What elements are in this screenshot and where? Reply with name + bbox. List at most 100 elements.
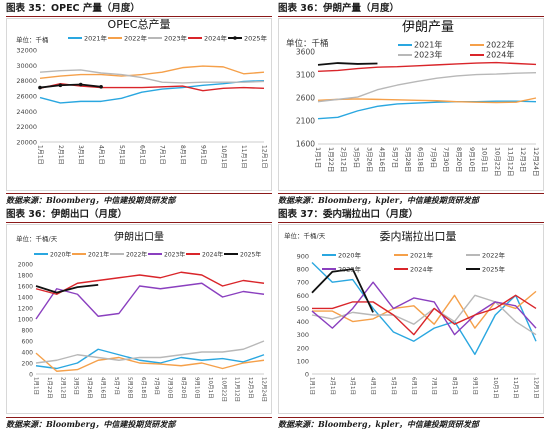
- panel-2-source: 数据来源：Bloomberg，kpler，中信建投期货研发部: [278, 193, 544, 206]
- y-tick-label: 1600: [296, 140, 315, 149]
- series-line: [35, 348, 265, 370]
- x-tick-label: 5月7日: [113, 377, 120, 395]
- series-line: [39, 65, 265, 80]
- y-tick-label: 900: [297, 253, 309, 261]
- y-tick-label: 800: [22, 328, 34, 335]
- legend-entry: 2021年: [414, 40, 442, 50]
- x-tick-label: 4月1日: [370, 377, 377, 395]
- x-tick-label: 3月5日: [73, 377, 80, 395]
- chart-frame: [278, 18, 544, 191]
- x-tick-label: 8月20日: [180, 377, 187, 399]
- x-tick-label: 6月1日: [138, 145, 145, 165]
- x-tick-label: 10月22日: [494, 147, 502, 177]
- x-tick-label: 7月9日: [153, 377, 160, 395]
- y-tick-label: 28000: [16, 77, 37, 85]
- x-tick-label: 9月10日: [468, 147, 476, 172]
- legend-entry: 2020年: [50, 251, 71, 259]
- legend-entry: 2022年: [486, 40, 514, 50]
- legend-entry: 2024年: [204, 34, 228, 43]
- y-tick-label: 1800: [18, 273, 33, 280]
- legend-entry: 2023年: [414, 50, 442, 60]
- y-tick-label: 20000: [16, 139, 37, 147]
- series-line: [317, 97, 537, 104]
- y-tick-label: 0: [305, 371, 309, 379]
- y-tick-label: 800: [297, 266, 309, 274]
- legend-entry: 2024年: [410, 265, 434, 274]
- x-tick-label: 12月1日: [261, 145, 268, 168]
- panel-3-caption: 图表 36：伊朗出口（月度）: [6, 208, 272, 223]
- y-tick-label: 400: [22, 350, 34, 357]
- y-tick-label: 2100: [296, 117, 315, 126]
- y-tick-label: 600: [22, 339, 34, 346]
- x-tick-label: 2月12日: [340, 147, 348, 172]
- x-tick-label: 4月16日: [378, 147, 386, 172]
- y-tick-label: 400: [297, 318, 309, 326]
- x-tick-label: 1月22日: [327, 147, 335, 172]
- y-tick-label: 600: [297, 292, 309, 300]
- y-tick-label: 3100: [296, 71, 315, 80]
- y-tick-label: 100: [297, 357, 309, 365]
- y-tick-label: 700: [297, 279, 309, 287]
- x-tick-label: 1月22日: [46, 377, 53, 399]
- y-tick-label: 0: [29, 372, 33, 379]
- x-tick-label: 8月1日: [179, 145, 186, 165]
- y-tick-label: 2000: [18, 262, 33, 269]
- x-tick-label: 9月1日: [199, 145, 206, 165]
- series-line: [35, 282, 265, 320]
- x-tick-label: 3月5日: [352, 147, 360, 168]
- x-tick-label: 3月26日: [365, 147, 373, 172]
- unit-label: 单位：千桶/天: [16, 234, 58, 243]
- x-tick-label: 1月1日: [33, 377, 40, 395]
- y-tick-label: 24000: [16, 108, 37, 116]
- x-tick-label: 3月1日: [77, 145, 84, 165]
- y-tick-label: 32000: [16, 47, 37, 55]
- legend-entry: 2025年: [482, 265, 506, 274]
- series-line: [312, 294, 537, 336]
- legend-entry: 2021年: [84, 34, 108, 43]
- y-tick-label: 1000: [18, 317, 33, 324]
- series-line: [311, 281, 537, 336]
- chart-title: OPEC总产量: [108, 18, 171, 31]
- y-tick-label: 300: [297, 331, 309, 339]
- x-tick-label: 5月28日: [404, 147, 412, 172]
- series-line: [39, 83, 102, 89]
- x-tick-label: 10月1日: [492, 377, 499, 399]
- x-tick-label: 7月1日: [431, 377, 438, 395]
- y-tick-label: 30000: [16, 62, 37, 70]
- x-tick-label: 12月24日: [532, 147, 540, 177]
- x-tick-label: 11月1日: [512, 377, 519, 399]
- legend-entry: 2023年: [164, 251, 185, 259]
- x-tick-label: 5月28日: [126, 377, 133, 399]
- panel-1-caption: 图表 35：OPEC 产量（月度）: [6, 2, 272, 17]
- y-tick-label: 2600: [296, 94, 315, 103]
- series-line: [317, 62, 378, 66]
- unit-label: 单位：千桶: [16, 35, 49, 44]
- x-tick-label: 3月26日: [86, 377, 93, 399]
- x-tick-label: 7月1日: [159, 145, 166, 165]
- series-line: [311, 262, 537, 356]
- unit-label: 单位：千桶: [286, 38, 329, 49]
- legend-entry: 2022年: [124, 34, 148, 43]
- series-line: [35, 271, 265, 295]
- legend-entry: 2022年: [126, 251, 147, 259]
- y-tick-label: 1200: [18, 306, 33, 313]
- x-tick-label: 7月30日: [167, 377, 174, 399]
- legend-entry: 2023年: [164, 34, 188, 43]
- panel-1-source: 数据来源：Bloomberg，中信建投期货研发部: [6, 193, 272, 206]
- chart-title: 伊朗产量: [402, 20, 454, 35]
- y-tick-label: 200: [22, 361, 34, 368]
- x-tick-label: 12月3日: [247, 377, 254, 399]
- series-line: [311, 268, 374, 313]
- x-tick-label: 10月1日: [481, 147, 489, 172]
- x-tick-label: 8月1日: [451, 377, 458, 395]
- y-tick-label: 22000: [16, 123, 37, 131]
- series-line: [317, 61, 537, 73]
- x-tick-label: 10月1日: [207, 377, 214, 399]
- x-tick-label: 12月3日: [519, 147, 527, 172]
- x-tick-label: 6月18日: [417, 147, 425, 172]
- series-line: [317, 100, 537, 120]
- data-point: [38, 85, 42, 90]
- series-line: [39, 69, 265, 84]
